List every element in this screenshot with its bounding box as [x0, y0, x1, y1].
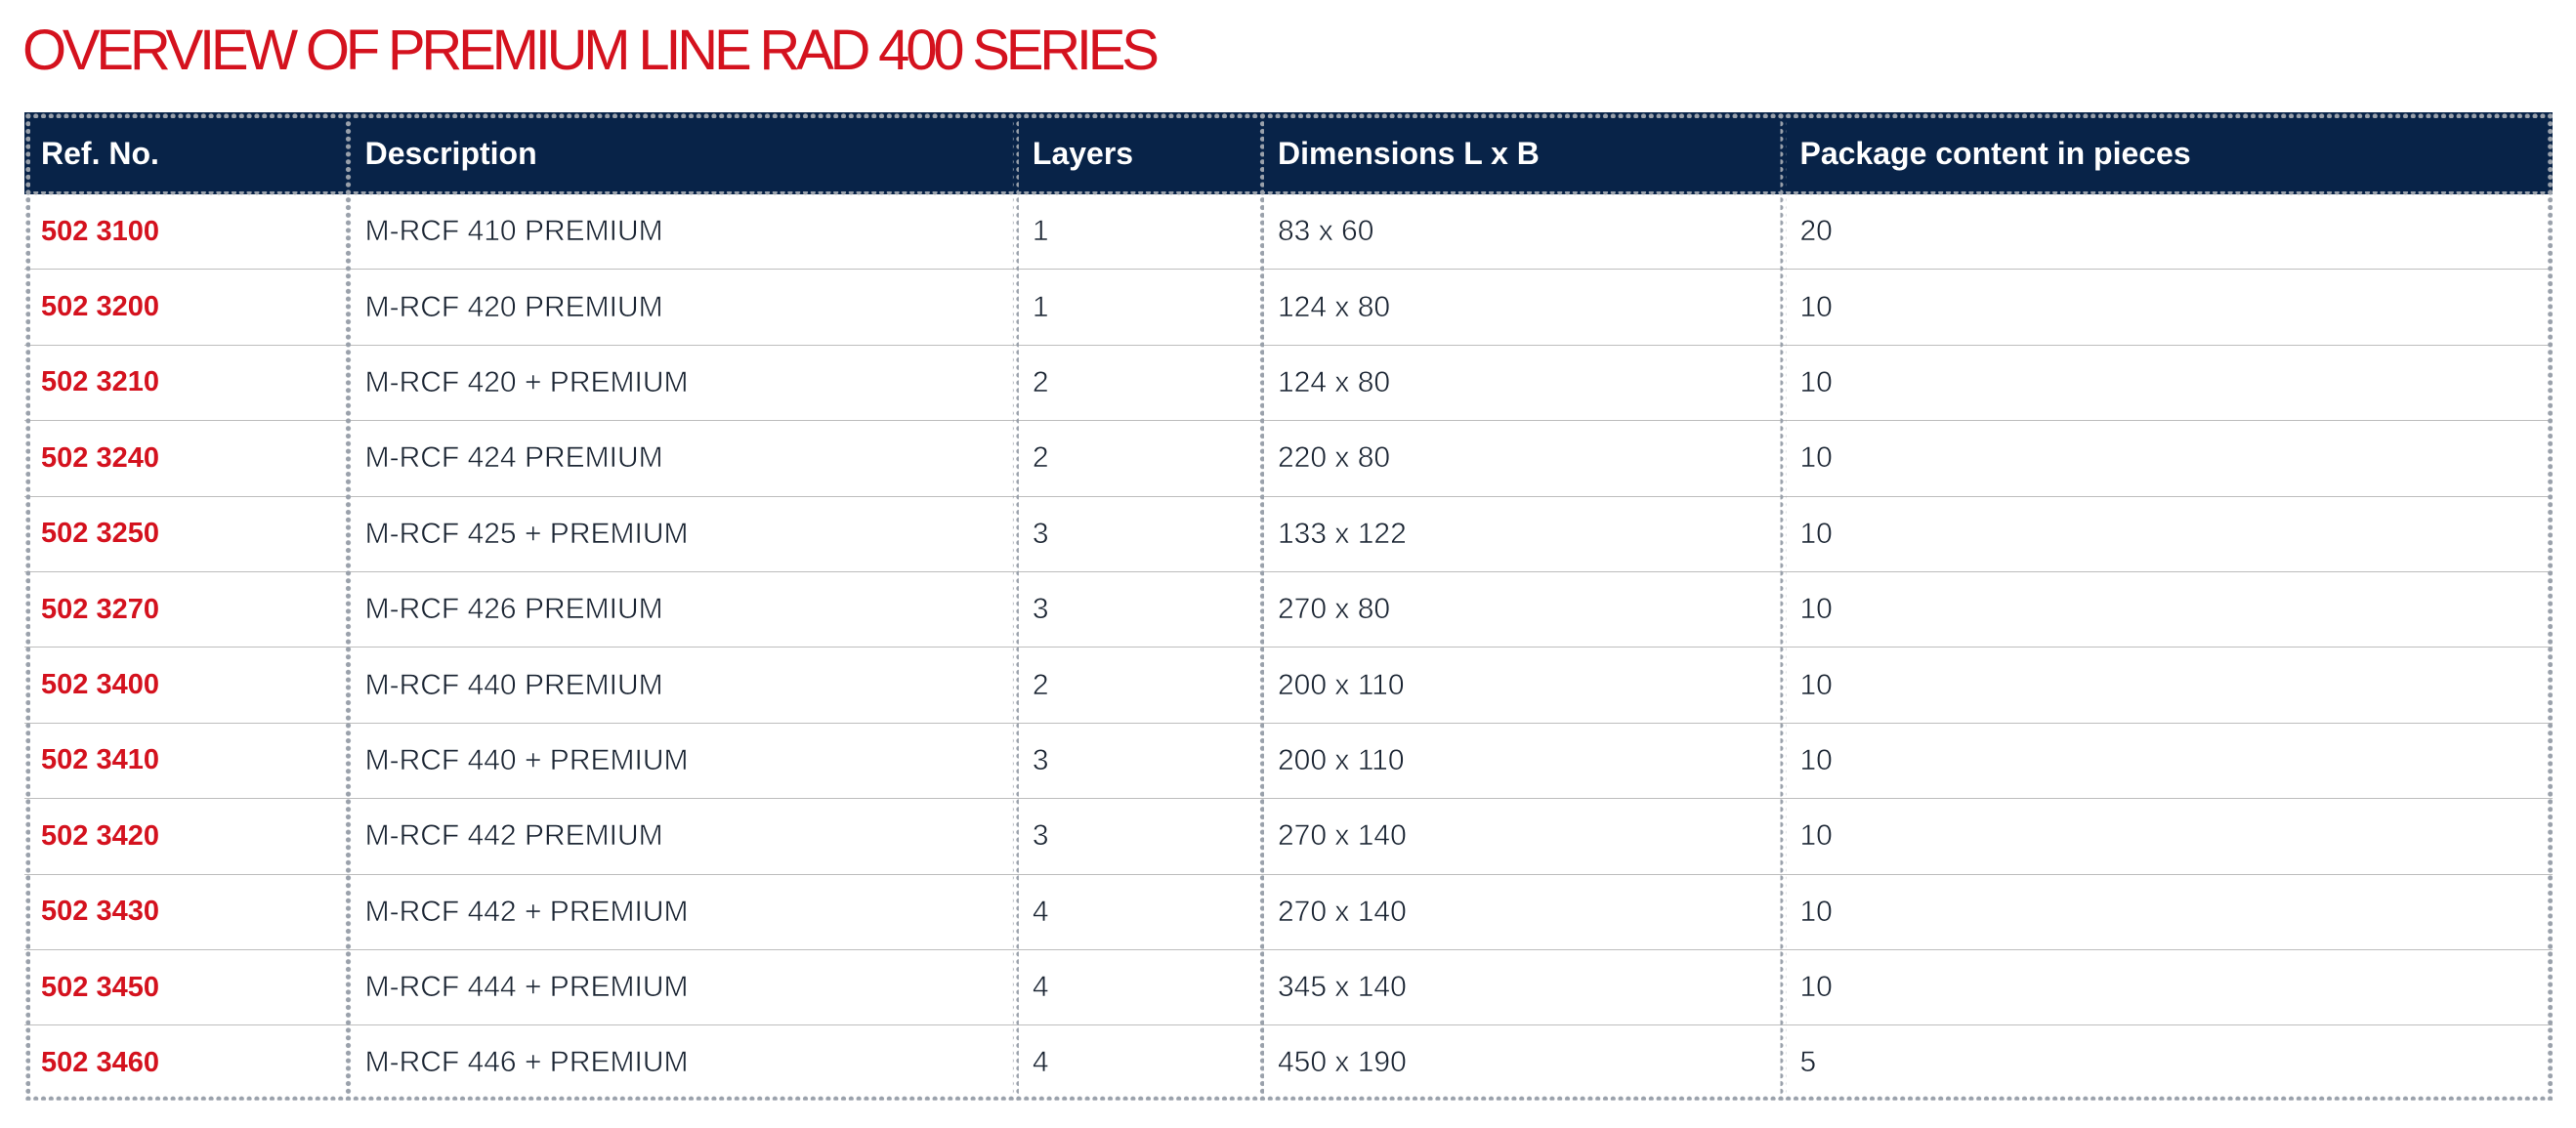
svg-text:OVERVIEW OF PREMIUM LINE RAD 4: OVERVIEW OF PREMIUM LINE RAD 400 SERIES: [22, 19, 1158, 82]
